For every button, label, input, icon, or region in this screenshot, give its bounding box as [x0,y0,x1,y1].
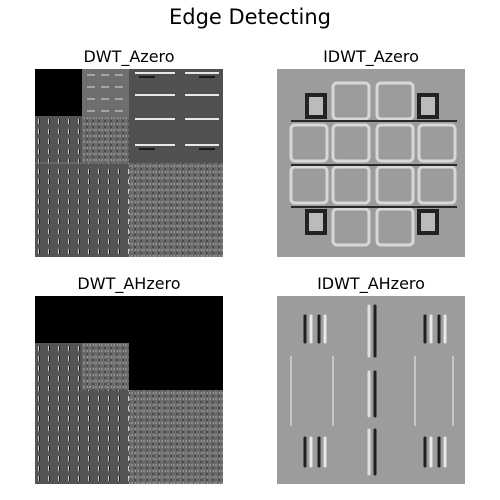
panel-dwt-ahzero: DWT_AHzero [35,272,223,484]
panel-title: IDWT_Azero [323,47,419,66]
idwt-ahzero-image [277,296,465,484]
panel-idwt-azero: IDWT_Azero [277,45,465,257]
panel-title: IDWT_AHzero [317,274,425,293]
dwt-azero-image [35,69,223,257]
dwt-ahzero-image [35,296,223,484]
panel-title: DWT_AHzero [77,274,181,293]
panel-title: DWT_Azero [83,47,175,66]
idwt-azero-image [277,69,465,257]
panel-dwt-azero: DWT_Azero [35,45,223,257]
panel-idwt-ahzero: IDWT_AHzero [277,272,465,484]
figure-title: Edge Detecting [168,5,332,29]
